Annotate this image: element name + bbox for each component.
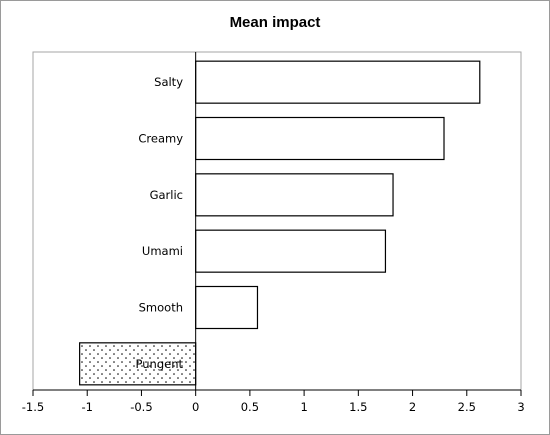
x-tick-label: -1 [81,400,92,414]
x-tick-label: 2.5 [458,400,476,414]
x-tick-label: -0.5 [130,400,152,414]
category-label-salty: Salty [154,75,183,89]
category-label-smooth: Smooth [139,301,183,315]
x-tick-label: -1.5 [22,400,44,414]
x-tick-label: 1 [300,400,307,414]
x-tick-label: 1.5 [349,400,367,414]
bar-garlic [195,173,394,217]
category-label-pungent: Pungent [136,357,184,371]
x-tick-label: 0.5 [241,400,259,414]
chart-title: Mean impact [229,14,321,31]
category-label-umami: Umami [142,244,183,258]
x-tick-label: 0 [192,400,199,414]
x-tick-label: 2 [409,400,416,414]
category-label-garlic: Garlic [150,188,183,202]
bar-salty [195,60,481,104]
category-label-creamy: Creamy [138,132,183,146]
bar-creamy [195,116,445,161]
bar-umami [195,229,387,273]
bar-smooth [195,285,259,330]
x-tick-label: 3 [517,400,524,414]
bar-pungent [79,342,197,386]
